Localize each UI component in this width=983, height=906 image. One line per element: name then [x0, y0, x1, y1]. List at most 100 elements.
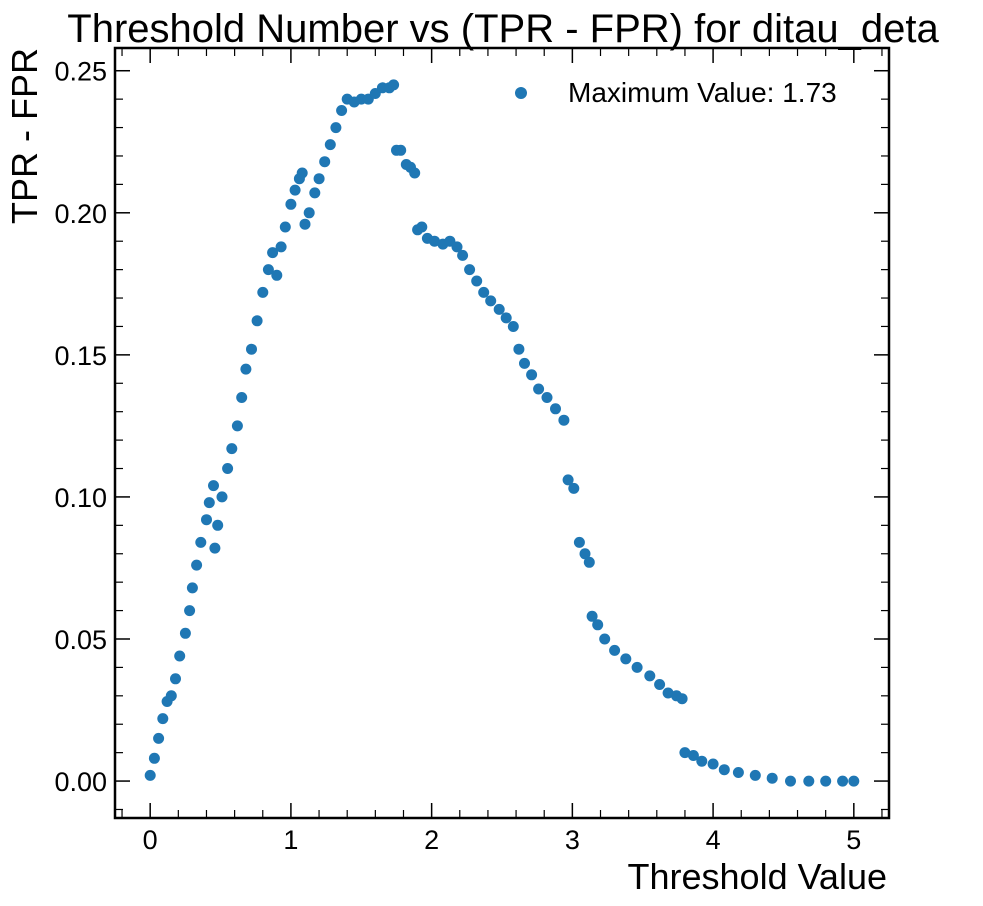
plot-frame [113, 46, 891, 820]
x-tick-label: 4 [706, 825, 721, 855]
data-point [336, 105, 348, 116]
data-point [526, 369, 538, 381]
data-point [803, 775, 815, 787]
data-point [191, 559, 203, 571]
data-point [170, 673, 181, 685]
data-point [231, 420, 243, 432]
data-point [186, 582, 198, 594]
x-tick-label: 0 [143, 825, 158, 855]
data-point [457, 249, 469, 261]
y-tick-label: 0.05 [54, 625, 107, 655]
data-point [507, 321, 519, 332]
data-point [471, 275, 483, 287]
data-point [148, 752, 160, 764]
data-point [157, 713, 169, 725]
data-point [388, 79, 400, 91]
data-point [586, 610, 598, 622]
data-point [478, 286, 490, 298]
data-point [519, 357, 530, 369]
data-point [195, 536, 207, 548]
data-point [216, 491, 228, 503]
data-point [620, 653, 632, 665]
data-point [676, 693, 688, 705]
data-point [165, 690, 177, 702]
data-point [573, 536, 585, 548]
data-point [493, 303, 505, 315]
data-point [718, 764, 730, 776]
data-point [687, 750, 699, 761]
data-point [541, 392, 553, 403]
data-point [296, 167, 308, 179]
data-point [184, 605, 196, 617]
data-point [240, 363, 252, 375]
y-tick-label: 0.15 [54, 341, 107, 371]
data-point [257, 286, 269, 298]
legend-entry-label: Maximum Value: 1.73 [568, 77, 837, 108]
data-point [749, 769, 761, 781]
y-tick-label: 0.25 [54, 57, 107, 87]
data-point [583, 556, 595, 568]
y-tick-label: 0.20 [54, 199, 107, 229]
data-point [262, 264, 274, 276]
data-point [222, 463, 234, 474]
data-point [144, 769, 156, 781]
data-point [208, 480, 219, 492]
data-point [409, 167, 421, 179]
data-point [203, 497, 215, 509]
data-point [153, 732, 165, 744]
data-point [179, 627, 191, 639]
data-point [279, 221, 291, 233]
data-point [662, 687, 674, 699]
data-point [416, 221, 428, 233]
data-point [267, 247, 279, 259]
data-point [226, 443, 238, 455]
data-point [251, 315, 263, 327]
data-point [568, 482, 580, 494]
data-point [579, 548, 591, 560]
data-point [313, 173, 325, 185]
data-point [631, 661, 643, 673]
data-point [319, 156, 331, 168]
chart-title: Threshold Number vs (TPR - FPR) for dita… [67, 7, 939, 51]
y-tick-label: 0.00 [54, 767, 107, 797]
data-point [533, 383, 545, 395]
data-point [837, 775, 849, 787]
data-point [785, 775, 796, 787]
data-point [848, 775, 860, 787]
y-axis-label: TPR - FPR [4, 48, 45, 224]
legend: Maximum Value: 1.73 [515, 77, 837, 108]
x-tick-label: 1 [283, 825, 298, 855]
data-point [451, 241, 463, 253]
data-point [174, 650, 186, 662]
data-point [500, 312, 512, 324]
data-point [485, 295, 497, 307]
data-point [562, 474, 574, 486]
data-point [464, 264, 476, 276]
data-point [820, 775, 832, 787]
data-point [550, 403, 561, 415]
data-point [324, 139, 336, 151]
data-point [707, 758, 719, 770]
x-axis-label: Threshold Value [628, 856, 888, 897]
x-tick-label: 5 [846, 825, 861, 855]
data-point [558, 414, 570, 426]
data-point [330, 122, 342, 134]
plot-area: 0 1 2 3 4 5 0.00 0.05 0.10 0.15 0.20 0.25 [54, 46, 891, 855]
data-point [299, 218, 311, 230]
data-point [513, 343, 525, 355]
data-point [271, 269, 283, 281]
data-point [429, 235, 440, 247]
data-point [654, 679, 666, 690]
data-point [246, 343, 257, 355]
data-point [644, 670, 656, 682]
data-point [201, 514, 212, 526]
data-point [275, 241, 287, 253]
legend-marker [515, 87, 527, 99]
data-point [599, 633, 611, 645]
data-point [285, 198, 297, 210]
x-tick-label: 2 [424, 825, 439, 855]
data-point [679, 747, 691, 759]
data-point [609, 644, 621, 656]
data-point [236, 392, 248, 403]
